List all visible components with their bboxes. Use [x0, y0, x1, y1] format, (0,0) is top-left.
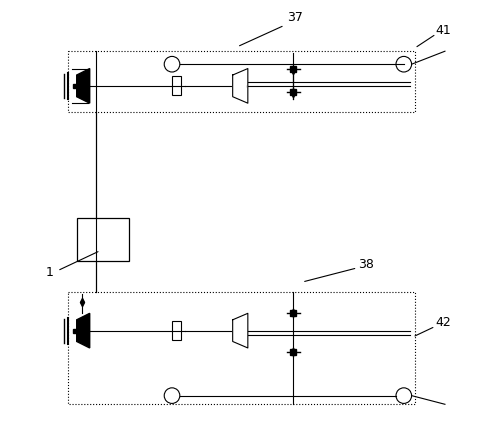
Polygon shape	[76, 313, 90, 348]
Bar	[68, 51, 414, 112]
Polygon shape	[76, 68, 90, 103]
Bar	[76, 218, 128, 261]
Bar	[172, 76, 181, 95]
Text: 41: 41	[435, 24, 450, 37]
Polygon shape	[232, 68, 245, 103]
Text: 42: 42	[435, 317, 450, 329]
Bar	[68, 292, 414, 404]
Text: 38: 38	[358, 258, 374, 271]
Bar	[172, 321, 181, 340]
Text: 37: 37	[288, 11, 304, 24]
Text: 1: 1	[46, 266, 54, 279]
